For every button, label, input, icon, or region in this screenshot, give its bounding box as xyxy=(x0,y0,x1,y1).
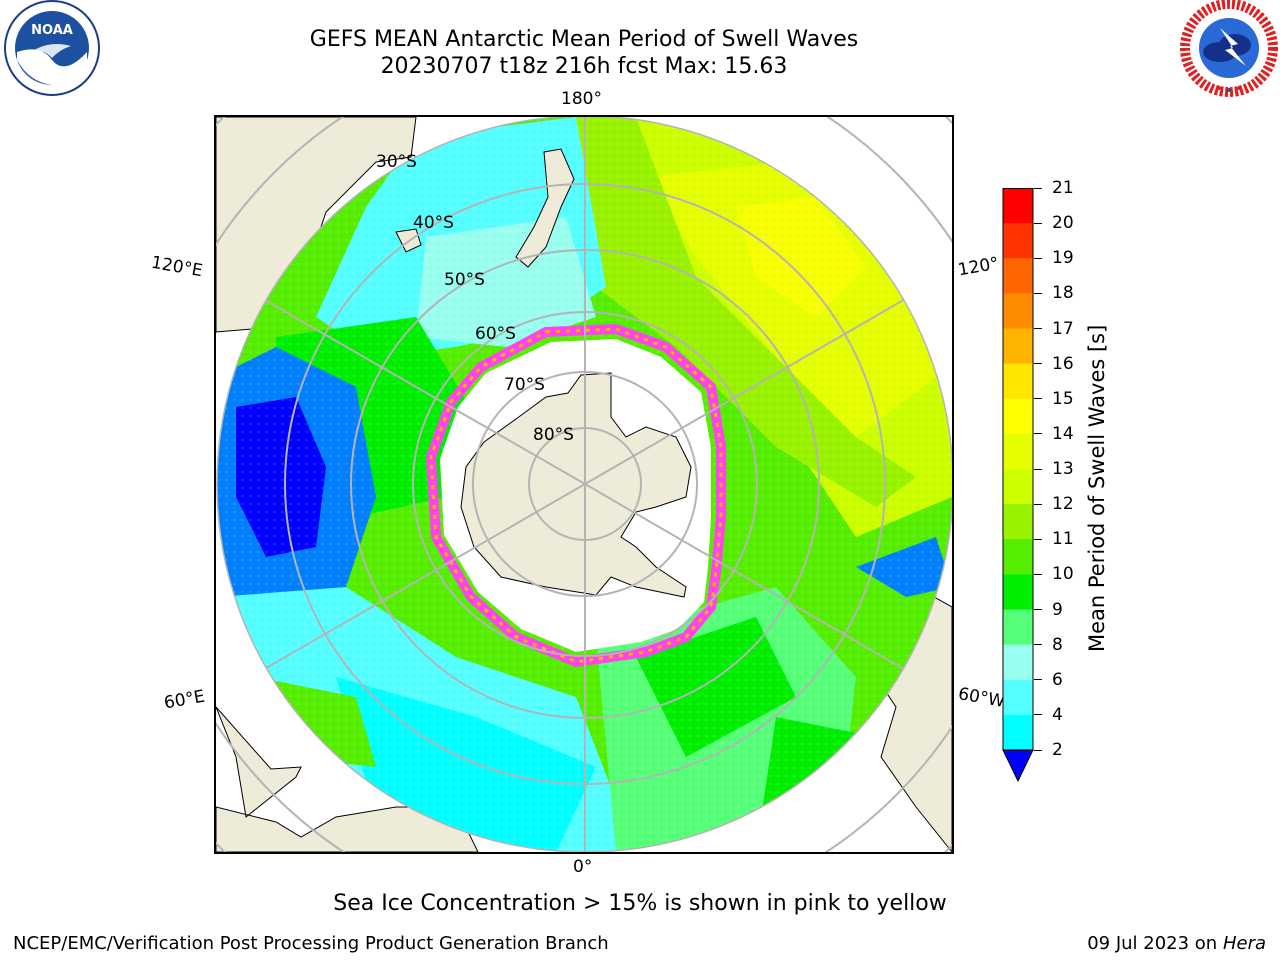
map-panel xyxy=(214,115,954,854)
footer-date: 09 Jul 2023 on Hera xyxy=(1087,933,1266,954)
colorbar-band xyxy=(1003,258,1033,294)
colorbar-band xyxy=(1003,574,1033,610)
nws-logo xyxy=(1180,0,1278,98)
lon-label-120e: 120°E xyxy=(149,252,205,282)
colorbar-band xyxy=(1003,328,1033,365)
lat-label-70s: 70°S xyxy=(504,375,545,395)
national-weather-service-logo-icon xyxy=(1180,0,1278,97)
lat-label-30s: 30°S xyxy=(376,152,417,172)
colorbar-tick-label: 6 xyxy=(1034,670,1063,690)
colorbar-title: Mean Period of Swell Waves [s] xyxy=(1085,324,1109,652)
colorbar-tick-label: 19 xyxy=(1034,248,1074,268)
lon-label-60e: 60°E xyxy=(162,686,207,714)
colorbar-band xyxy=(1003,609,1033,646)
colorbar-tick-label: 20 xyxy=(1034,213,1074,233)
lat-label-60s: 60°S xyxy=(475,324,516,344)
colorbar-tick-label: 18 xyxy=(1034,283,1074,303)
colorbar-tick-label: 10 xyxy=(1034,564,1074,584)
footer-credit: NCEP/EMC/Verification Post Processing Pr… xyxy=(13,933,609,954)
colorbar-tick-label: 14 xyxy=(1034,424,1074,444)
colorbar-band xyxy=(1003,293,1033,329)
colorbar-tick-label: 2 xyxy=(1034,740,1063,760)
colorbar-extend-triangle xyxy=(1002,749,1034,783)
colorbar-tick-label: 15 xyxy=(1034,389,1074,409)
map-boundary xyxy=(216,117,952,852)
chart-title: GEFS MEAN Antarctic Mean Period of Swell… xyxy=(309,27,859,52)
colorbar-tick-label: 13 xyxy=(1034,459,1074,479)
lon-label-120w: 120° xyxy=(956,253,1001,281)
colorbar-band xyxy=(1003,714,1033,751)
colorbar-graphic xyxy=(1002,188,1034,783)
land-africa-madagascar xyxy=(216,706,479,852)
footer-date-text: 09 Jul 2023 on xyxy=(1087,933,1223,954)
noaa-logo-icon: NOAA xyxy=(4,0,100,96)
colorbar-outline xyxy=(1002,188,1034,751)
colorbar-tick-label: 9 xyxy=(1034,600,1063,620)
colorbar-tick-label: 8 xyxy=(1034,635,1063,655)
colorbar-band xyxy=(1003,504,1033,540)
colorbar-band xyxy=(1003,188,1033,224)
colorbar xyxy=(1002,188,1034,783)
lat-label-40s: 40°S xyxy=(413,213,454,233)
sea-ice-caption: Sea Ice Concentration > 15% is shown in … xyxy=(333,891,947,916)
chart-subtitle: 20230707 t18z 216h fcst Max: 15.63 xyxy=(380,54,788,79)
land-new-zealand xyxy=(515,148,575,268)
lat-label-50s: 50°S xyxy=(444,270,485,290)
colorbar-band xyxy=(1003,679,1033,716)
colorbar-ticks: 21 20 19 18 17 16 15 14 13 12 11 10 9 8 6 4 2 xyxy=(1034,178,1094,788)
colorbar-band xyxy=(1003,433,1033,470)
colorbar-band xyxy=(1003,469,1033,505)
lon-label-180: 180° xyxy=(561,89,602,109)
noaa-logo: NOAA xyxy=(1,0,103,100)
colorbar-tick-label: 12 xyxy=(1034,494,1074,514)
lat-label-80s: 80°S xyxy=(533,425,574,445)
colorbar-tick-label: 17 xyxy=(1034,319,1074,339)
lon-label-0: 0° xyxy=(573,857,593,877)
land-antarctica xyxy=(460,372,692,598)
colorbar-tick-label: 21 xyxy=(1034,178,1074,198)
colorbar-band xyxy=(1003,539,1033,575)
colorbar-tick-label: 16 xyxy=(1034,354,1074,374)
colorbar-tick-label: 4 xyxy=(1034,705,1063,725)
colorbar-tick-label: 11 xyxy=(1034,529,1074,549)
footer-host: Hera xyxy=(1222,933,1266,954)
colorbar-band xyxy=(1003,363,1033,400)
colorbar-band xyxy=(1003,644,1033,681)
noaa-logo-text: NOAA xyxy=(31,23,73,38)
colorbar-band xyxy=(1003,223,1033,259)
graticule xyxy=(217,117,952,852)
colorbar-band xyxy=(1003,398,1033,435)
polar-map xyxy=(216,117,952,852)
lon-label-60w: 60°W xyxy=(956,684,1007,712)
